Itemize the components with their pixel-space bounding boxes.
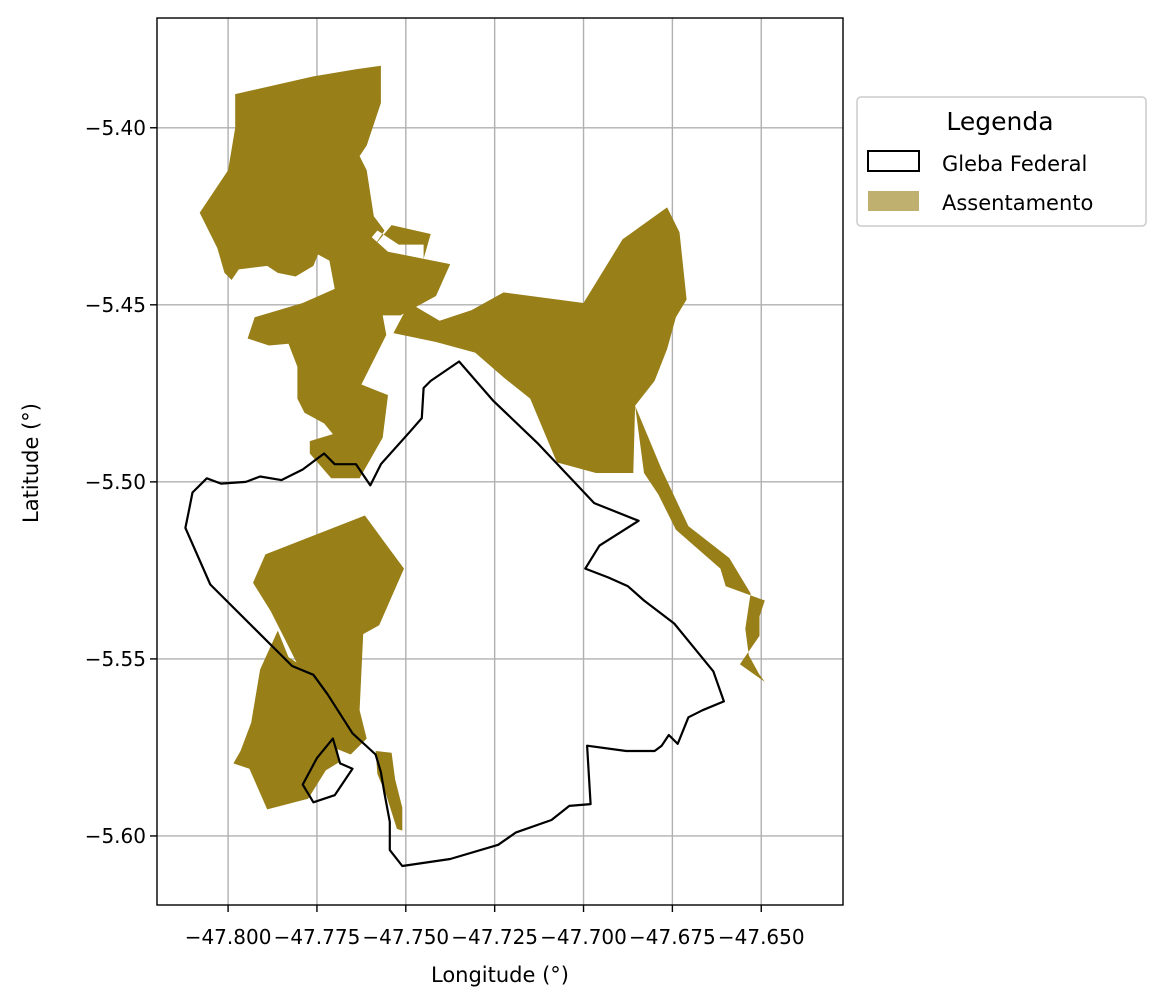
axes-frame: [156, 17, 844, 906]
x-axis-label: Longitude (°): [431, 963, 569, 987]
legend-swatch-assentamento: [868, 191, 919, 211]
x-tick-label-3: −47.725: [451, 925, 538, 949]
assentamento-polygon-3: [635, 405, 765, 682]
legend-box: [856, 96, 1147, 227]
assentamento-polygon-2: [393, 207, 687, 473]
gleba-federal-polygon-0: [184, 360, 726, 868]
assentamento-polygon-6: [375, 751, 403, 831]
legend-swatch-gleba-federal: [867, 150, 920, 172]
gleba-federal-polygon-1: [301, 737, 354, 804]
y-tick-label-4: −5.60: [85, 824, 146, 848]
assentamento-polygon-1: [247, 211, 451, 479]
y-axis-label: Latitude (°): [19, 403, 43, 523]
axis-ticks: −47.800 −47.775 −47.750 −47.725 −47.700 −47.6…: [85, 116, 805, 949]
x-tick-label-1: −47.775: [274, 925, 361, 949]
y-tick-label-1: −5.45: [85, 293, 146, 317]
legend-title: Legenda: [946, 107, 1053, 136]
x-tick-label-4: −47.700: [540, 925, 627, 949]
assentamento-polygon-0: [199, 65, 431, 309]
x-tick-label-0: −47.800: [185, 925, 272, 949]
x-tick-label-2: −47.750: [362, 925, 449, 949]
legend-label-gleba-federal: Gleba Federal: [942, 152, 1087, 176]
x-tick-label-6: −47.650: [718, 925, 805, 949]
y-tick-label-3: −5.55: [85, 647, 146, 671]
x-tick-label-5: −47.675: [629, 925, 716, 949]
y-tick-label-2: −5.50: [85, 470, 146, 494]
assentamento-polygon-4: [253, 515, 404, 755]
legend-label-assentamento: Assentamento: [942, 191, 1093, 215]
legend: Legenda Gleba Federal Assentamento: [856, 96, 1147, 227]
plot-area: [156, 17, 844, 906]
map-layers: [184, 65, 765, 868]
y-tick-label-0: −5.40: [85, 116, 146, 140]
